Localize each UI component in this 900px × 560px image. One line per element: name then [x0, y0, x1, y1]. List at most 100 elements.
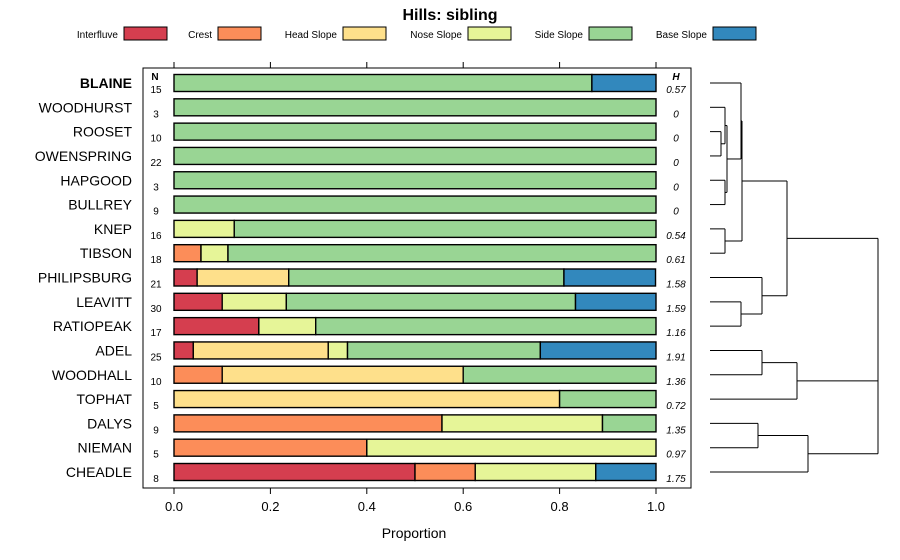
- soil-label-adel: ADEL: [95, 342, 132, 358]
- soil-label-leavitt: LEAVITT: [76, 294, 132, 310]
- bar-nieman-crest: [173, 438, 368, 457]
- x-axis-title: Proportion: [382, 525, 447, 541]
- x-axis: 0.0 0.2 0.4 0.6 0.8 1.0: [165, 62, 665, 514]
- legend-swatch-base-slope: [712, 26, 757, 41]
- h-value-knep: 0.54: [666, 231, 686, 242]
- bar-blaine-side-slope: [173, 73, 593, 93]
- legend-swatch-crest: [217, 26, 262, 41]
- bar-owenspring-side-slope: [173, 146, 657, 166]
- bar-bullrey-side-slope: [173, 195, 657, 214]
- n-value-owenspring: 22: [150, 158, 162, 169]
- n-value-leavitt: 30: [150, 304, 162, 315]
- soil-label-philipsburg: PHILIPSBURG: [38, 270, 132, 286]
- bar-tibson-side-slope: [227, 243, 657, 263]
- bar-knep-nose-slope: [173, 219, 235, 239]
- soil-label-bullrey: BULLREY: [68, 197, 132, 213]
- plot-panel: [142, 67, 692, 489]
- bar-tibson-nose-slope: [200, 243, 229, 263]
- n-value-bullrey: 9: [153, 207, 159, 218]
- h-value-bullrey: 0: [673, 207, 679, 218]
- n-value-adel: 25: [150, 352, 162, 363]
- bar-cheadle-interfluve: [173, 462, 416, 482]
- bar-nieman-nose-slope: [366, 438, 657, 457]
- h-value-rooset: 0: [673, 134, 679, 145]
- h-value-hapgood: 0: [673, 182, 679, 193]
- legend-label-nose-slope: Nose Slope: [410, 30, 462, 41]
- bar-leavitt-side-slope: [285, 292, 577, 312]
- bar-dalys-side-slope: [601, 414, 657, 433]
- legend-label-interfluve: Interfluve: [77, 30, 119, 41]
- bar-tophat-head-slope: [173, 389, 561, 409]
- n-header: N: [151, 72, 158, 83]
- legend-label-base-slope: Base Slope: [656, 30, 708, 41]
- bar-woodhall-crest: [173, 365, 223, 384]
- bar-woodhall-side-slope: [462, 365, 657, 384]
- h-value-philipsburg: 1.58: [666, 280, 686, 291]
- bar-woodhurst-side-slope: [173, 98, 657, 117]
- soil-label-cheadle: CHEADLE: [66, 464, 132, 480]
- x-tick-label: 0.0: [165, 499, 183, 514]
- bar-adel-base-slope: [539, 341, 657, 360]
- h-value-woodhall: 1.36: [666, 377, 686, 388]
- soil-label-tophat: TOPHAT: [77, 391, 133, 407]
- soil-label-owenspring: OWENSPRING: [35, 148, 132, 164]
- n-value-tophat: 5: [153, 401, 159, 412]
- soil-label-hapgood: HAPGOOD: [60, 172, 132, 188]
- n-value-ratiopeak: 17: [150, 328, 162, 339]
- bar-philipsburg-interfluve: [173, 268, 198, 287]
- bar-leavitt-interfluve: [173, 292, 223, 312]
- n-value-blaine: 15: [150, 85, 162, 96]
- x-tick-label: 1.0: [647, 499, 665, 514]
- bar-adel-nose-slope: [327, 341, 349, 360]
- bar-adel-head-slope: [192, 341, 329, 360]
- bar-dalys-crest: [173, 414, 443, 433]
- bar-philipsburg-side-slope: [288, 268, 565, 287]
- h-value-tophat: 0.72: [666, 401, 686, 412]
- bar-cheadle-base-slope: [595, 462, 657, 482]
- n-value-knep: 16: [150, 231, 162, 242]
- n-value-woodhall: 10: [150, 377, 162, 388]
- soil-label-knep: KNEP: [94, 221, 132, 237]
- n-value-cheadle: 8: [153, 474, 159, 485]
- n-value-rooset: 10: [150, 134, 162, 145]
- bar-ratiopeak-side-slope: [315, 316, 657, 336]
- soil-label-ratiopeak: RATIOPEAK: [53, 318, 133, 334]
- bar-dalys-nose-slope: [441, 414, 604, 433]
- legend: Interfluve Crest Head Slope Nose Slope Side …: [77, 26, 757, 41]
- h-value-blaine: 0.57: [666, 85, 686, 96]
- bar-adel-interfluve: [173, 341, 194, 360]
- legend-swatch-nose-slope: [467, 26, 512, 41]
- soil-label-tibson: TIBSON: [80, 245, 132, 261]
- bar-tibson-crest: [173, 243, 202, 263]
- bar-leavitt-base-slope: [574, 292, 657, 312]
- bar-leavitt-nose-slope: [221, 292, 288, 312]
- x-tick-label: 0.8: [551, 499, 569, 514]
- bars: [173, 73, 657, 482]
- bar-ratiopeak-nose-slope: [258, 316, 317, 336]
- h-value-ratiopeak: 1.16: [666, 328, 686, 339]
- legend-swatch-interfluve: [123, 26, 168, 41]
- bar-philipsburg-base-slope: [563, 268, 657, 287]
- soil-label-dalys: DALYS: [87, 415, 132, 431]
- h-value-leavitt: 1.59: [666, 304, 686, 315]
- bar-blaine-base-slope: [591, 73, 657, 93]
- dendrogram: [710, 82, 879, 473]
- n-value-woodhurst: 3: [153, 109, 159, 120]
- bar-knep-side-slope: [233, 219, 657, 239]
- n-value-philipsburg: 21: [150, 280, 162, 291]
- x-tick-label: 0.4: [358, 499, 376, 514]
- soil-label-blaine: BLAINE: [80, 75, 132, 91]
- x-tick-label: 0.6: [454, 499, 472, 514]
- plot-frame: [142, 67, 692, 489]
- legend-swatch-side-slope: [588, 26, 633, 41]
- legend-label-side-slope: Side Slope: [535, 30, 584, 41]
- h-value-dalys: 1.35: [666, 425, 686, 436]
- legend-label-crest: Crest: [188, 30, 212, 41]
- h-value-woodhurst: 0: [673, 109, 679, 120]
- soil-label-woodhurst: WOODHURST: [39, 99, 133, 115]
- n-value-nieman: 5: [153, 450, 159, 461]
- bar-hapgood-side-slope: [173, 171, 657, 190]
- n-value-hapgood: 3: [153, 182, 159, 193]
- soil-label-nieman: NIEMAN: [78, 440, 132, 456]
